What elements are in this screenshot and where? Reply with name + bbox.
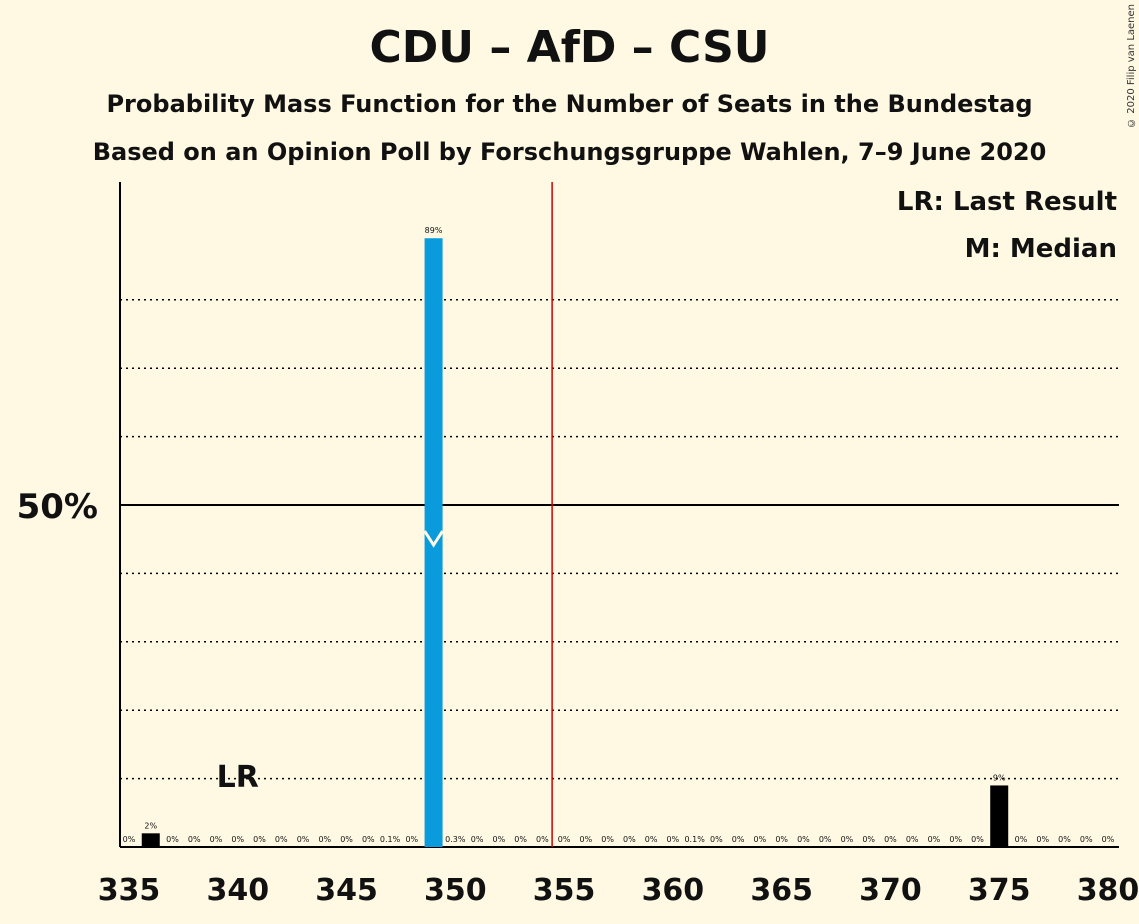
bar-label-345: 0% — [340, 835, 353, 844]
bar-label-342: 0% — [275, 835, 288, 844]
bar-336 — [141, 833, 160, 847]
x-tick-label-335: 335 — [98, 873, 161, 908]
x-tick-label-360: 360 — [642, 873, 705, 908]
x-tick-label-370: 370 — [859, 873, 922, 908]
bar-label-369: 0% — [862, 835, 875, 844]
x-tick-label-365: 365 — [750, 873, 813, 908]
bar-label-346: 0% — [362, 835, 375, 844]
bar-label-379: 0% — [1080, 835, 1093, 844]
bar-label-371: 0% — [906, 835, 919, 844]
bar-label-339: 0% — [210, 835, 223, 844]
bar-label-373: 0% — [949, 835, 962, 844]
bar-label-350: 0.3% — [445, 835, 466, 844]
bar-label-340: 0% — [231, 835, 244, 844]
bar-label-357: 0% — [601, 835, 614, 844]
bar-label-337: 0% — [166, 835, 179, 844]
chart-subtitle-1: Probability Mass Function for the Number… — [106, 90, 1033, 118]
last-result-marker: LR — [217, 760, 259, 795]
x-tick-label-350: 350 — [424, 873, 487, 908]
chart-subtitle-2: Based on an Opinion Poll by Forschungsgr… — [92, 138, 1047, 166]
bar-label-372: 0% — [928, 835, 941, 844]
bar-label-365: 0% — [775, 835, 788, 844]
bar-label-375: 9% — [993, 773, 1006, 782]
bar-label-343: 0% — [297, 835, 310, 844]
bar-label-358: 0% — [623, 835, 636, 844]
bar-label-378: 0% — [1058, 835, 1071, 844]
x-tick-label-340: 340 — [206, 873, 269, 908]
legend-last-result: LR: Last Result — [897, 187, 1117, 217]
bar-375 — [990, 785, 1009, 847]
x-tick-label-345: 345 — [315, 873, 378, 908]
bar-label-353: 0% — [514, 835, 527, 844]
median-marker — [423, 530, 444, 548]
bar-label-368: 0% — [841, 835, 854, 844]
bar-label-344: 0% — [318, 835, 331, 844]
bar-label-341: 0% — [253, 835, 266, 844]
x-tick-label-355: 355 — [533, 873, 596, 908]
bar-label-377: 0% — [1036, 835, 1049, 844]
bar-label-336: 2% — [144, 821, 157, 830]
x-tick-label-380: 380 — [1077, 873, 1139, 908]
bar-label-335: 0% — [123, 835, 136, 844]
bar-label-360: 0% — [667, 835, 680, 844]
bar-label-364: 0% — [754, 835, 767, 844]
bar-label-356: 0% — [580, 835, 593, 844]
bar-label-355: 0% — [558, 835, 571, 844]
bar-label-352: 0% — [492, 835, 505, 844]
bar-label-362: 0% — [710, 835, 723, 844]
bar-label-354: 0% — [536, 835, 549, 844]
x-tick-label-375: 375 — [968, 873, 1031, 908]
bar-label-349: 89% — [425, 226, 443, 235]
bar-label-370: 0% — [884, 835, 897, 844]
bar-label-367: 0% — [819, 835, 832, 844]
bar-label-366: 0% — [797, 835, 810, 844]
bar-label-347: 0.1% — [380, 835, 401, 844]
chart-title: CDU – AfD – CSU — [369, 22, 770, 73]
bar-label-348: 0% — [405, 835, 418, 844]
bar-label-374: 0% — [971, 835, 984, 844]
bar-label-380: 0% — [1102, 835, 1115, 844]
bar-label-361: 0.1% — [684, 835, 705, 844]
bar-label-351: 0% — [471, 835, 484, 844]
bar-label-376: 0% — [1015, 835, 1028, 844]
bar-label-359: 0% — [645, 835, 658, 844]
y-tick-label: 50% — [17, 487, 98, 527]
legend-median: M: Median — [965, 234, 1117, 264]
bar-label-338: 0% — [188, 835, 201, 844]
bar-label-363: 0% — [732, 835, 745, 844]
